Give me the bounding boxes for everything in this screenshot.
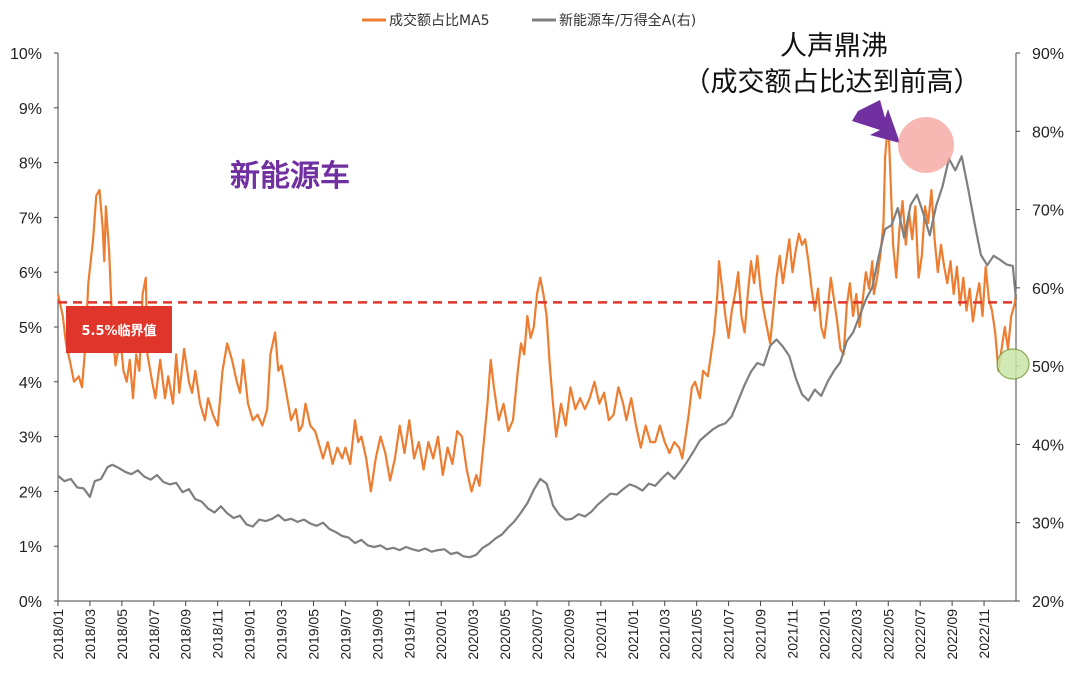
x-tick-label: 2021/01 <box>625 609 641 660</box>
threshold-label: 5.5%临界值 <box>81 323 156 339</box>
annotation-line-1: 人声鼎沸 <box>780 31 888 62</box>
x-tick-label: 2019/07 <box>337 609 353 660</box>
x-tick-label: 2018/09 <box>178 609 194 660</box>
sector-label: 新能源车 <box>230 159 350 194</box>
y-left-tick-label: 9% <box>19 101 42 118</box>
x-tick-label: 2020/11 <box>593 609 609 659</box>
x-tick-label: 2021/09 <box>753 609 769 660</box>
x-tick-label: 2021/07 <box>721 609 737 660</box>
series-line-ratio <box>57 155 1018 559</box>
x-tick-label: 2018/07 <box>146 609 162 660</box>
x-tick-label: 2018/03 <box>82 609 98 660</box>
x-tick-label: 2021/03 <box>657 609 673 660</box>
y-left-tick-label: 5% <box>19 320 42 337</box>
x-tick-label: 2022/09 <box>944 609 960 660</box>
legend-label-ma5: 成交额占比MA5 <box>389 12 490 29</box>
legend: 成交额占比MA5 新能源车/万得全A(右) <box>362 12 696 29</box>
x-tick-label: 2019/05 <box>305 609 321 660</box>
x-tick-label: 2018/01 <box>50 609 66 660</box>
y-left-tick-label: 2% <box>19 484 42 501</box>
y-left-tick-label: 8% <box>19 156 42 173</box>
series-layer <box>56 117 1018 559</box>
annotation-arrow-icon <box>852 100 900 143</box>
x-tick-label: 2022/01 <box>816 609 832 660</box>
y-left-tick-label: 4% <box>19 375 42 392</box>
x-tick-label: 2019/01 <box>242 609 258 660</box>
annotation-line-2: （成交额占比达到前高） <box>684 67 981 98</box>
y-left-tick-label: 7% <box>19 210 42 227</box>
series-line-ma5 <box>56 117 1018 493</box>
x-tick-label: 2022/11 <box>976 609 992 659</box>
threshold-label-box <box>66 306 172 353</box>
y-left-tick-label: 6% <box>19 265 42 282</box>
y-axis-left: 0% 1% 2% 3% 4% 5% 6% 7% 8% 9% 10% <box>10 46 58 611</box>
y-right-tick-label: 70% <box>1032 203 1064 220</box>
y-left-tick-label: 3% <box>19 430 42 447</box>
y-left-tick-label: 10% <box>10 46 42 63</box>
x-tick-label: 2020/07 <box>529 609 545 660</box>
x-tick-label: 2022/07 <box>912 609 928 660</box>
x-tick-label: 2020/05 <box>497 609 513 660</box>
x-axis: 2018/01 2018/03 2018/05 2018/07 2018/09 2018/… <box>50 601 992 660</box>
y-left-tick-label: 1% <box>19 539 42 556</box>
x-tick-label: 2022/03 <box>848 609 864 660</box>
x-tick-label: 2021/05 <box>689 609 705 660</box>
x-tick-label: 2019/09 <box>369 609 385 660</box>
x-tick-label: 2019/03 <box>274 609 290 660</box>
y-right-tick-label: 80% <box>1032 124 1064 141</box>
x-tick-label: 2018/11 <box>210 609 226 659</box>
x-tick-label: 2020/01 <box>433 609 449 660</box>
y-right-tick-label: 30% <box>1032 516 1064 533</box>
legend-label-ratio: 新能源车/万得全A(右) <box>559 12 696 29</box>
y-right-tick-label: 20% <box>1032 594 1064 611</box>
y-right-tick-label: 90% <box>1032 46 1064 63</box>
x-tick-label: 2021/11 <box>784 609 800 659</box>
y-right-tick-label: 40% <box>1032 437 1064 454</box>
y-left-tick-label: 0% <box>19 594 42 611</box>
x-tick-label: 2019/11 <box>401 609 417 659</box>
y-right-tick-label: 60% <box>1032 281 1064 298</box>
x-tick-label: 2020/09 <box>561 609 577 660</box>
y-right-tick-label: 50% <box>1032 359 1064 376</box>
x-tick-label: 2018/05 <box>114 609 130 660</box>
x-tick-label: 2022/05 <box>880 609 896 660</box>
current-highlight-circle <box>996 348 1030 380</box>
y-axis-right: 20% 30% 40% 50% 60% 70% 80% 90% <box>1016 46 1064 611</box>
peak-highlight-circle <box>898 117 954 173</box>
x-tick-label: 2020/03 <box>465 609 481 660</box>
